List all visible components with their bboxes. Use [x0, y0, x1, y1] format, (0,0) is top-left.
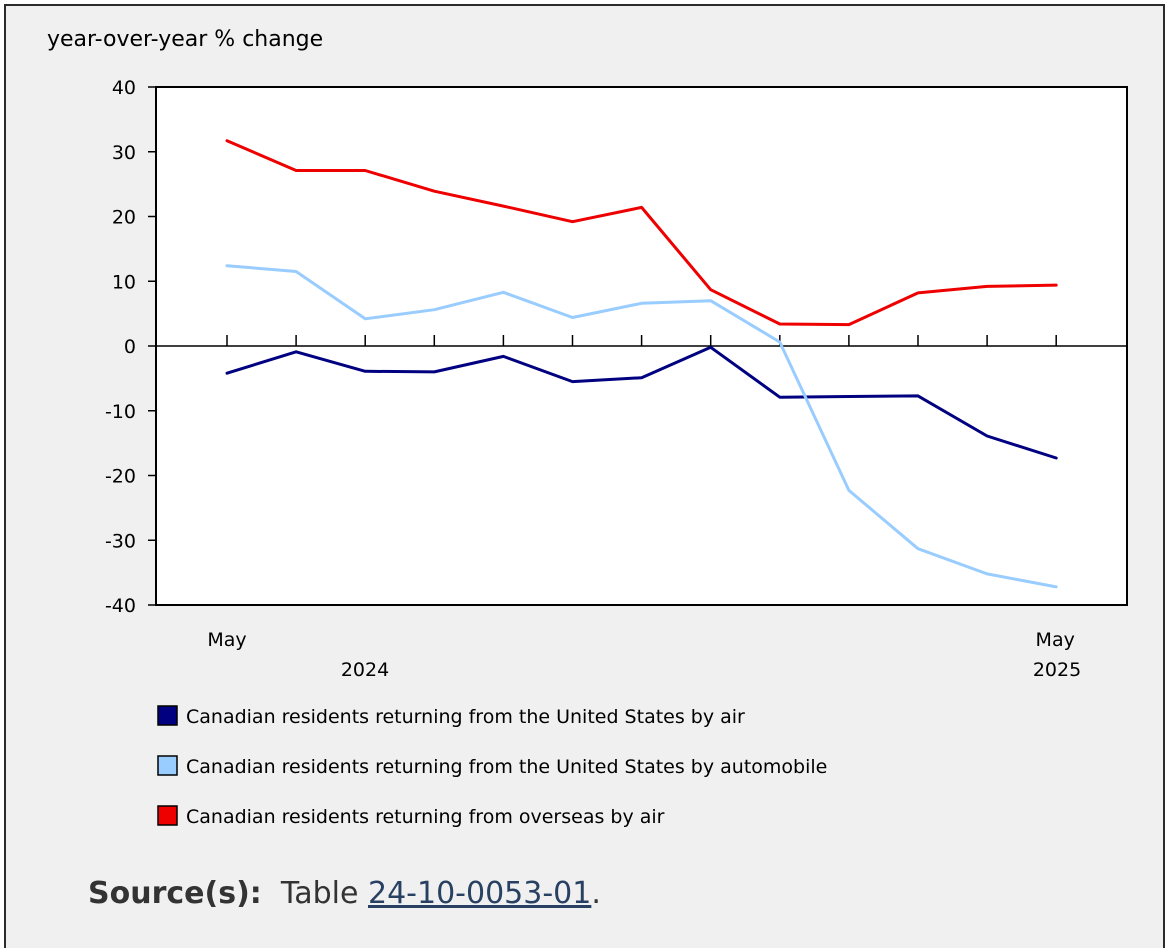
source-note: Source(s): Table 24-10-0053-01. [88, 876, 601, 911]
series-line-3 [225, 139, 1058, 327]
y-tick-label: -30 [105, 530, 136, 552]
legend-label-3: Canadian residents returning from overse… [186, 806, 665, 828]
x-tick-label-year: 2024 [341, 659, 389, 681]
series-line-2 [225, 264, 1058, 589]
series-line-1 [225, 345, 1058, 460]
source-prefix: Table [280, 876, 359, 911]
legend-swatch-2 [157, 755, 178, 776]
source-suffix: . [591, 876, 601, 911]
y-tick-label: -40 [105, 595, 136, 617]
legend-swatch-1 [157, 705, 178, 726]
legend-label-1: Canadian residents returning from the Un… [186, 706, 745, 728]
x-tick-label-month: May [207, 629, 246, 651]
y-tick-label: 0 [124, 336, 136, 358]
y-tick-label: 30 [112, 142, 136, 164]
x-tick-label-year: 2025 [1033, 659, 1081, 681]
y-tick-label: -10 [105, 401, 136, 423]
y-axis-label: year-over-year % change [47, 27, 323, 52]
source-table-link[interactable]: 24-10-0053-01 [367, 876, 592, 911]
y-tick-label: 10 [112, 271, 136, 293]
y-tick-label: 40 [112, 77, 136, 99]
legend-label-2: Canadian residents returning from the Un… [186, 756, 827, 778]
source-label: Source(s): [88, 876, 262, 911]
x-tick-label-month: May [1036, 629, 1075, 651]
y-tick-label: -20 [105, 466, 136, 488]
y-tick-label: 20 [112, 207, 136, 229]
legend-swatch-3 [157, 805, 178, 826]
